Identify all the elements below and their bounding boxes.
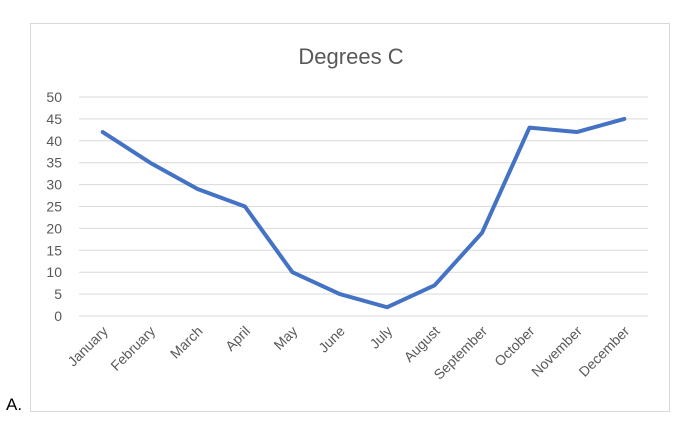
series-layer (100, 116, 627, 310)
y-tick-label: 15 (46, 242, 62, 258)
x-tick-label: August (401, 323, 443, 365)
y-axis-ticks: 0 5 10 15 20 25 30 35 40 45 50 (46, 89, 62, 324)
x-tick-label: December (575, 323, 632, 380)
x-tick-label: April (222, 323, 253, 354)
x-tick-label: January (64, 323, 111, 370)
y-tick-label: 45 (46, 111, 62, 127)
y-tick-label: 25 (46, 199, 62, 215)
x-tick-label: May (270, 323, 300, 353)
gridlines (79, 96, 648, 317)
x-tick-label: July (366, 323, 395, 352)
chart-frame (30, 23, 670, 412)
x-tick-label: October (491, 323, 538, 370)
y-tick-label: 40 (46, 133, 62, 149)
y-tick-label: 10 (46, 264, 62, 280)
x-tick-label: March (167, 323, 206, 362)
x-tick-label: June (315, 323, 348, 356)
y-tick-label: 35 (46, 155, 62, 171)
y-tick-label: 50 (46, 89, 62, 105)
y-tick-label: 20 (46, 220, 62, 236)
x-tick-label: February (107, 323, 158, 374)
y-tick-label: 5 (54, 286, 62, 302)
y-tick-label: 30 (46, 177, 62, 193)
y-tick-label: 0 (54, 308, 62, 324)
series-line (100, 116, 627, 310)
answer-option-label: A. (6, 395, 23, 414)
chart-title: Degrees C (298, 44, 403, 69)
x-tick-label: November (528, 323, 585, 380)
